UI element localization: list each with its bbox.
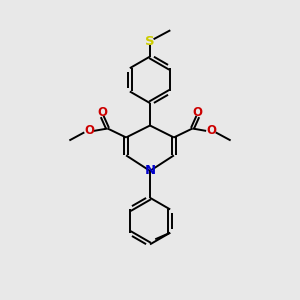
Text: O: O: [97, 106, 107, 119]
Text: O: O: [206, 124, 216, 137]
Text: S: S: [145, 35, 155, 48]
Text: N: N: [144, 164, 156, 177]
Text: O: O: [84, 124, 94, 137]
Text: O: O: [193, 106, 203, 119]
